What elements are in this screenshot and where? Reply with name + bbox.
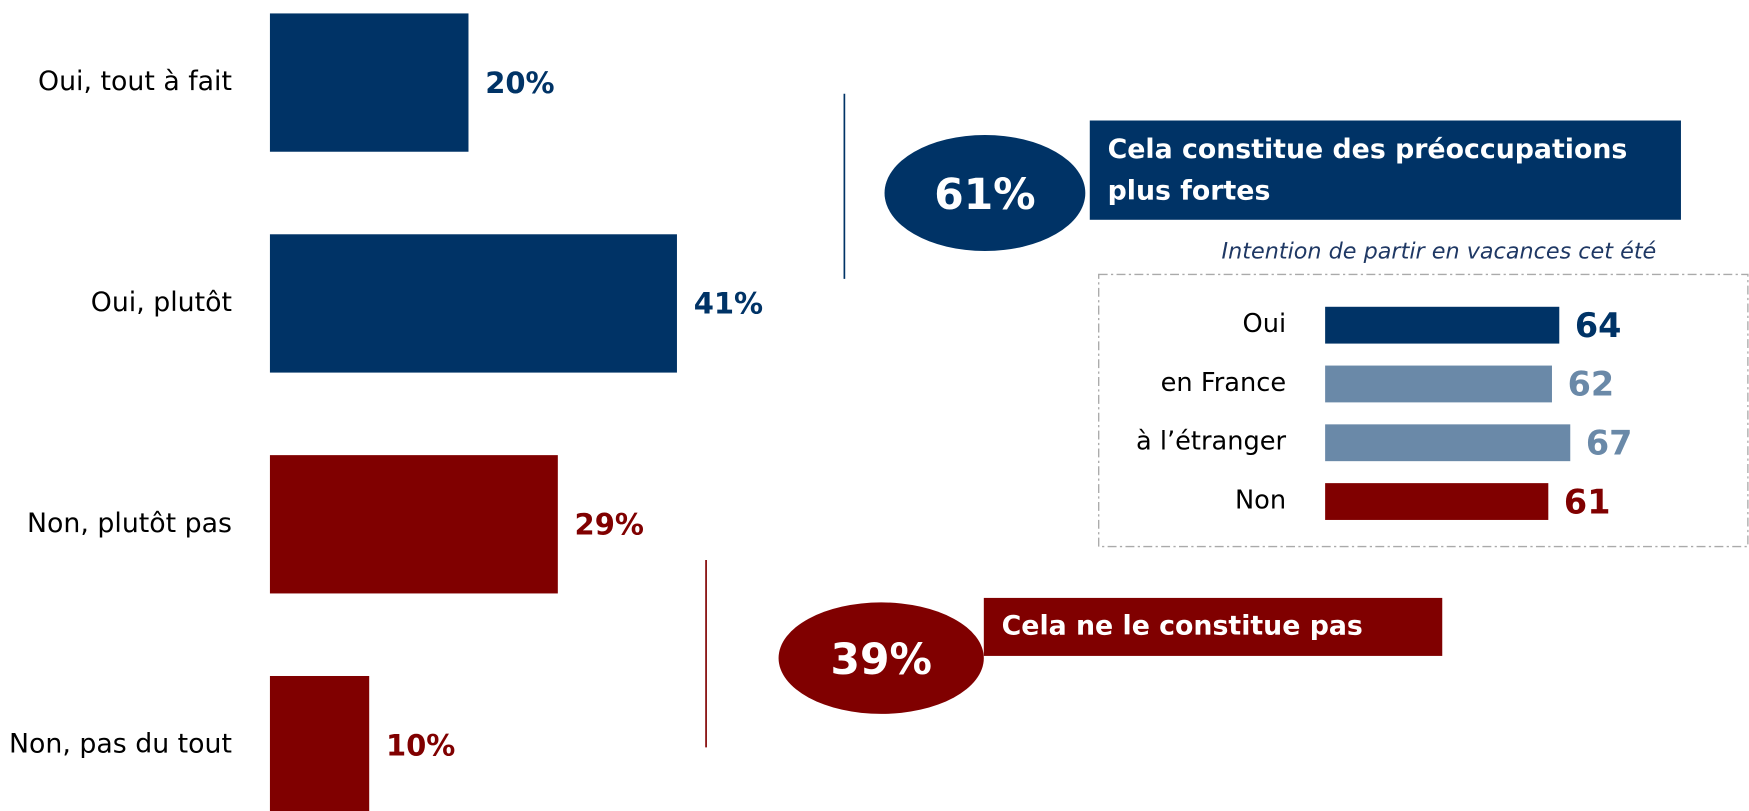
- callout-box: [1089, 120, 1681, 220]
- category-label: en France: [1161, 368, 1286, 398]
- value-label: 62: [1568, 365, 1615, 404]
- category-label: Non, pas du tout: [9, 729, 232, 760]
- callout-value: 61%: [934, 170, 1035, 219]
- bar: [269, 455, 558, 594]
- bar: [1325, 306, 1560, 344]
- inset-title: Intention de partir en vacances cet été: [1222, 239, 1657, 265]
- value-label: 67: [1586, 423, 1633, 462]
- bar: [1325, 424, 1571, 462]
- bar: [1325, 483, 1549, 520]
- category-label: Non: [1235, 486, 1286, 516]
- inset-frame: [1098, 273, 1749, 548]
- bar: [1325, 365, 1552, 403]
- callout-box: [983, 597, 1443, 656]
- category-label: à l’étranger: [1136, 427, 1287, 457]
- value-label: 64: [1575, 306, 1622, 345]
- callout-bubble: [884, 135, 1086, 252]
- bar: [269, 13, 469, 152]
- value-label: 29%: [575, 508, 644, 542]
- value-label: 41%: [694, 287, 763, 321]
- callout-text: Cela ne le constitue pas: [1002, 610, 1363, 641]
- category-label: Oui, tout à fait: [38, 66, 232, 97]
- callout-text: Cela constitue des préoccupations: [1108, 134, 1628, 165]
- category-label: Oui, plutôt: [91, 287, 232, 318]
- category-label: Oui: [1243, 309, 1287, 339]
- bar: [269, 675, 370, 811]
- value-label: 20%: [485, 66, 554, 100]
- value-label: 10%: [386, 728, 455, 762]
- category-label: Non, plutôt pas: [27, 508, 232, 539]
- value-label: 61: [1564, 482, 1611, 521]
- callout-value: 39%: [830, 635, 931, 684]
- bar: [269, 234, 677, 373]
- callout-bubble: [778, 602, 984, 714]
- callout-text: plus fortes: [1108, 175, 1271, 206]
